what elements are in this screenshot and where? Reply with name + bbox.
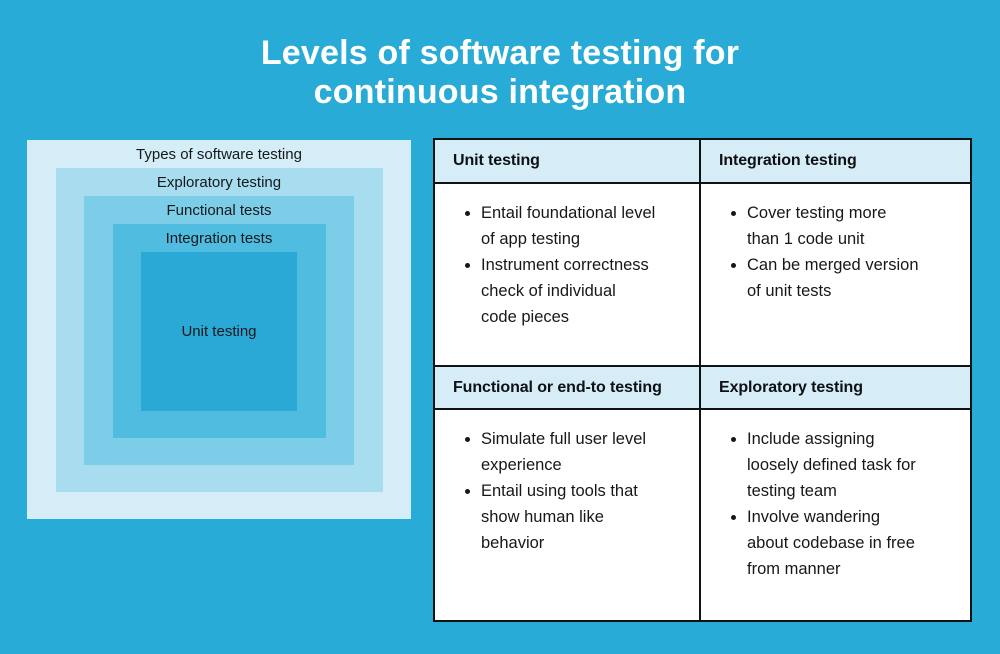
table-cell-exploratory-testing-details: Include assigning loosely defined task f… [701,410,970,620]
table-header-exploratory-testing: Exploratory testing [701,367,970,410]
page-title: Levels of software testing for continuou… [260,34,740,111]
diagram-level-label: Functional tests [166,201,272,219]
table-cell-functional-testing-details: Simulate full user level experience Enta… [435,410,701,620]
table-cell-unit-testing-details: Entail foundational level of app testing… [435,184,701,367]
testing-types-comparison-table: Unit testing Integration testing Entail … [433,138,972,622]
diagram-level-label: Exploratory testing [156,173,282,191]
diagram-level-exploratory-testing: Exploratory testing Functional tests Int… [55,168,383,492]
table-cell-integration-testing-details: Cover testing more than 1 code unit Can … [701,184,970,367]
bullet-list: Include assigning loosely defined task f… [725,426,960,582]
diagram-level-functional-tests: Functional tests Integration tests Unit … [84,196,354,465]
nested-testing-levels-diagram: Types of software testing Exploratory te… [27,140,411,519]
bullet-item: Entail foundational level of app testing [481,200,689,252]
bullet-item: Entail using tools that show human like … [481,478,689,556]
diagram-level-types-of-software-testing: Types of software testing Exploratory te… [27,140,411,519]
diagram-level-inner: Unit testing [141,252,297,411]
diagram-level-label: Integration tests [165,229,273,247]
diagram-level-label: Types of software testing [136,145,302,163]
bullet-item: Involve wandering about codebase in free… [747,504,960,582]
bullet-list: Cover testing more than 1 code unit Can … [725,200,960,304]
bullet-item: Include assigning loosely defined task f… [747,426,960,504]
diagram-level-label: Unit testing [181,323,257,340]
bullet-item: Simulate full user level experience [481,426,689,478]
bullet-list: Entail foundational level of app testing… [459,200,689,330]
table-header-functional-testing: Functional or end-to testing [435,367,701,410]
bullet-item: Instrument correctness check of individu… [481,252,689,330]
diagram-level-inner: Integration tests Unit testing [112,224,326,438]
bullet-list: Simulate full user level experience Enta… [459,426,689,556]
diagram-level-inner: Exploratory testing Functional tests Int… [55,168,383,492]
diagram-level-integration-tests: Integration tests Unit testing [112,224,326,438]
bullet-item: Can be merged version of unit tests [747,252,960,304]
bullet-item: Cover testing more than 1 code unit [747,200,960,252]
diagram-level-inner: Functional tests Integration tests Unit … [84,196,354,465]
table-header-unit-testing: Unit testing [435,140,701,184]
diagram-level-unit-testing: Unit testing [141,252,297,411]
table-header-integration-testing: Integration testing [701,140,970,184]
